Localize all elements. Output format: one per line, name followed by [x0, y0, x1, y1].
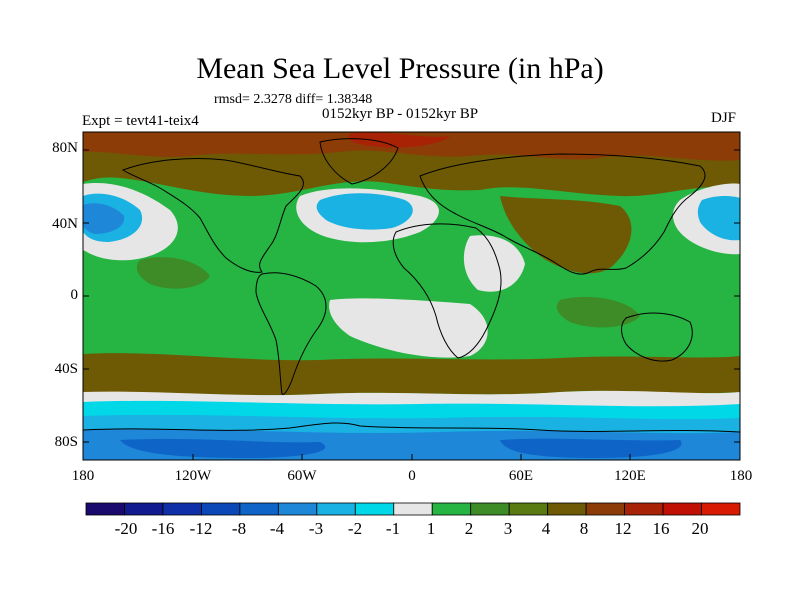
- field-north-high-max: [348, 132, 450, 148]
- colorbar-swatch: [393, 502, 433, 516]
- lon-label-60e: 60E: [508, 468, 534, 484]
- field-tropical-low: [329, 298, 488, 358]
- field-north-atlantic-low-core: [316, 193, 413, 230]
- field-africa-low: [463, 235, 525, 292]
- colorbar-label: 2: [464, 519, 474, 538]
- lat-label-80n: 80N: [52, 140, 78, 156]
- colorbar-swatch: [585, 502, 625, 516]
- colorbar-swatch: [431, 502, 472, 516]
- coast-south-america: [255, 272, 327, 395]
- field-north-pacific-low-core-deep: [83, 203, 125, 234]
- colorbar-label: -4: [269, 519, 285, 538]
- season-label: DJF: [711, 110, 737, 126]
- pressure-field: [83, 132, 740, 460]
- colorbar-swatch: [624, 502, 664, 516]
- colorbar-swatch: [662, 502, 702, 516]
- colorbar-label: 4: [541, 519, 551, 538]
- lat-label-80s: 80S: [54, 434, 78, 450]
- colorbar-swatch: [470, 502, 510, 516]
- lon-label-120e: 120E: [614, 468, 646, 484]
- lat-label-40s: 40S: [54, 361, 78, 377]
- colorbar-label: 1: [426, 519, 436, 538]
- coast-antarctica: [83, 422, 740, 433]
- coast-north-america: [121, 157, 304, 273]
- map-title: Mean Sea Level Pressure (in hPa): [196, 52, 604, 85]
- coast-africa: [392, 223, 502, 359]
- lat-label-0: 0: [70, 287, 79, 303]
- colorbar-swatch: [508, 502, 549, 516]
- stats-text: rmsd= 2.3278 diff= 1.38348: [214, 92, 373, 107]
- colorbar-label: -12: [189, 519, 213, 538]
- colorbar-swatch: [162, 502, 202, 516]
- colorbar: [85, 502, 741, 516]
- coast-australia: [621, 312, 693, 362]
- period-text: 0152kyr BP - 0152kyr BP: [322, 106, 479, 122]
- colorbar-label: 8: [579, 519, 589, 538]
- field-green-patch: [136, 257, 210, 289]
- colorbar-label: -2: [347, 519, 363, 538]
- lon-label-0: 0: [408, 468, 416, 484]
- lon-label-180e: 180: [729, 468, 753, 484]
- colorbar-label: 12: [614, 519, 632, 538]
- field-asia-high: [500, 196, 632, 274]
- colorbar-label: -16: [151, 519, 175, 538]
- colorbar-label: 20: [691, 519, 709, 538]
- colorbar-swatch: [354, 502, 395, 516]
- colorbar-label: 16: [652, 519, 670, 538]
- colorbar-swatch: [85, 502, 125, 516]
- field-south-mid-latitude-high: [83, 353, 740, 396]
- axis-ticks: [83, 149, 740, 460]
- lon-label-60w: 60W: [287, 468, 317, 484]
- colorbar-swatch: [277, 502, 318, 516]
- lon-label-120w: 120W: [174, 468, 212, 484]
- field-antarctic-low-max: [120, 438, 682, 458]
- colorbar-label: -3: [308, 519, 324, 538]
- field-north-pacific-east-core: [697, 196, 740, 241]
- experiment-label: Expt = tevt41-teix4: [82, 113, 199, 129]
- field-green-patch: [556, 296, 640, 328]
- colorbar-label: -20: [114, 519, 138, 538]
- lon-label-180w: 180: [71, 468, 95, 484]
- colorbar-swatch: [316, 502, 356, 516]
- colorbar-swatch: [547, 502, 587, 516]
- colorbar-label: -8: [231, 519, 247, 538]
- colorbar-swatch: [239, 502, 279, 516]
- colorbar-label: 3: [503, 519, 513, 538]
- lat-label-40n: 40N: [52, 216, 78, 232]
- colorbar-swatch: [124, 502, 164, 516]
- colorbar-swatch: [701, 502, 741, 516]
- colorbar-label: -1: [385, 519, 401, 538]
- coast-greenland: [319, 138, 399, 185]
- coast-eurasia: [419, 153, 706, 275]
- colorbar-swatch: [201, 502, 241, 516]
- coastlines: [83, 138, 740, 433]
